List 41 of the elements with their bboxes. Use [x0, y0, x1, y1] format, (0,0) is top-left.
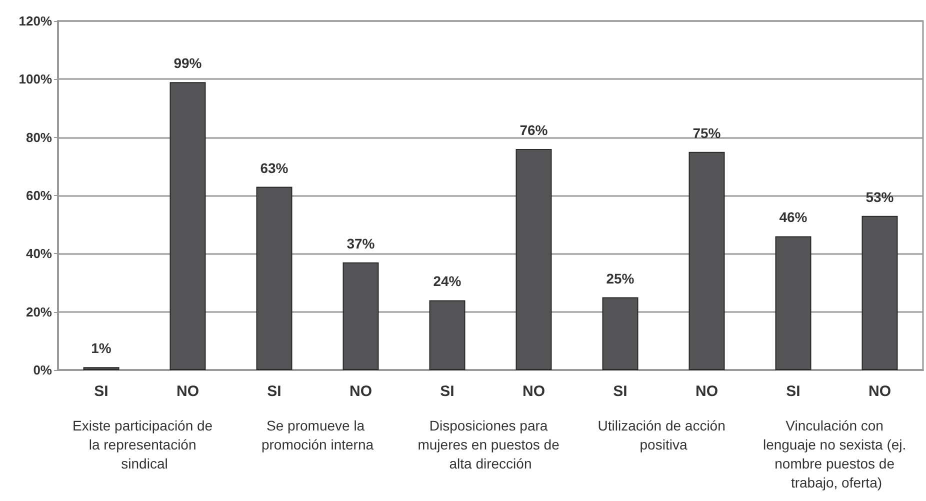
data-label: 25%: [606, 270, 635, 286]
y-tick-label: 80%: [26, 130, 52, 145]
y-tick-label: 20%: [26, 304, 52, 320]
data-label: 76%: [520, 122, 548, 138]
x-tick-label: NO: [696, 383, 718, 400]
bar: [688, 152, 725, 370]
x-tick-label: SI: [94, 383, 108, 400]
data-label: 75%: [692, 124, 722, 141]
bar: [516, 148, 552, 370]
data-label: 63%: [260, 160, 289, 176]
x-tick-label: NO: [522, 383, 546, 400]
x-tick-label: NO: [350, 383, 372, 400]
x-tick-label: SI: [440, 383, 454, 400]
data-label: 46%: [779, 209, 808, 226]
bar: [429, 300, 466, 370]
bar: [775, 236, 812, 370]
bar: [862, 216, 898, 370]
y-tick-label: 60%: [26, 188, 52, 203]
text: Utilización de acción positiva: [598, 418, 730, 452]
x-tick-label: SI: [267, 383, 282, 400]
x-tick-label: SI: [786, 383, 800, 400]
x-tick-label: NO: [868, 383, 892, 400]
y-tick-label: 40%: [26, 246, 52, 262]
data-label: 1%: [91, 340, 112, 356]
text: Se promueve la promoción interna: [261, 418, 374, 452]
x-tick-label: NO: [176, 383, 200, 400]
bar: [342, 262, 379, 370]
bar: [170, 82, 206, 370]
text: Vinculación con lenguaje no sexista (ej. nombre puestos de trabajo, oferta): [762, 418, 910, 490]
x-tick-label: SI: [613, 383, 628, 400]
data-label: 53%: [866, 188, 894, 205]
y-tick-label: 0%: [33, 362, 52, 378]
y-tick-label: 120%: [18, 14, 52, 28]
data-label: 24%: [433, 273, 462, 290]
bar: [602, 297, 638, 370]
data-label: 99%: [174, 55, 202, 72]
y-tick-label: 100%: [18, 72, 52, 87]
bar: [256, 186, 292, 370]
text: Disposiciones para mujeres en puestos de alta dirección: [418, 418, 564, 472]
data-label: 37%: [346, 235, 376, 252]
text: Existe participación de la representación sindical: [72, 418, 216, 472]
